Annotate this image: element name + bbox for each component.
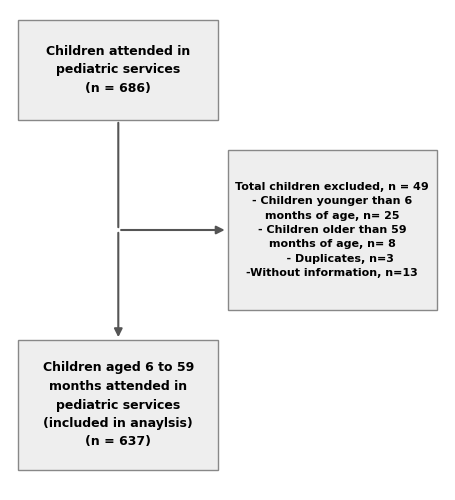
FancyBboxPatch shape bbox=[18, 20, 218, 120]
FancyBboxPatch shape bbox=[228, 150, 437, 310]
Text: Total children excluded, n = 49
- Children younger than 6
months of age, n= 25
-: Total children excluded, n = 49 - Childr… bbox=[235, 182, 429, 278]
FancyBboxPatch shape bbox=[18, 340, 218, 470]
Text: Children attended in
pediatric services
(n = 686): Children attended in pediatric services … bbox=[46, 45, 191, 95]
Text: Children aged 6 to 59
months attended in
pediatric services
(included in anaylsi: Children aged 6 to 59 months attended in… bbox=[43, 362, 194, 448]
